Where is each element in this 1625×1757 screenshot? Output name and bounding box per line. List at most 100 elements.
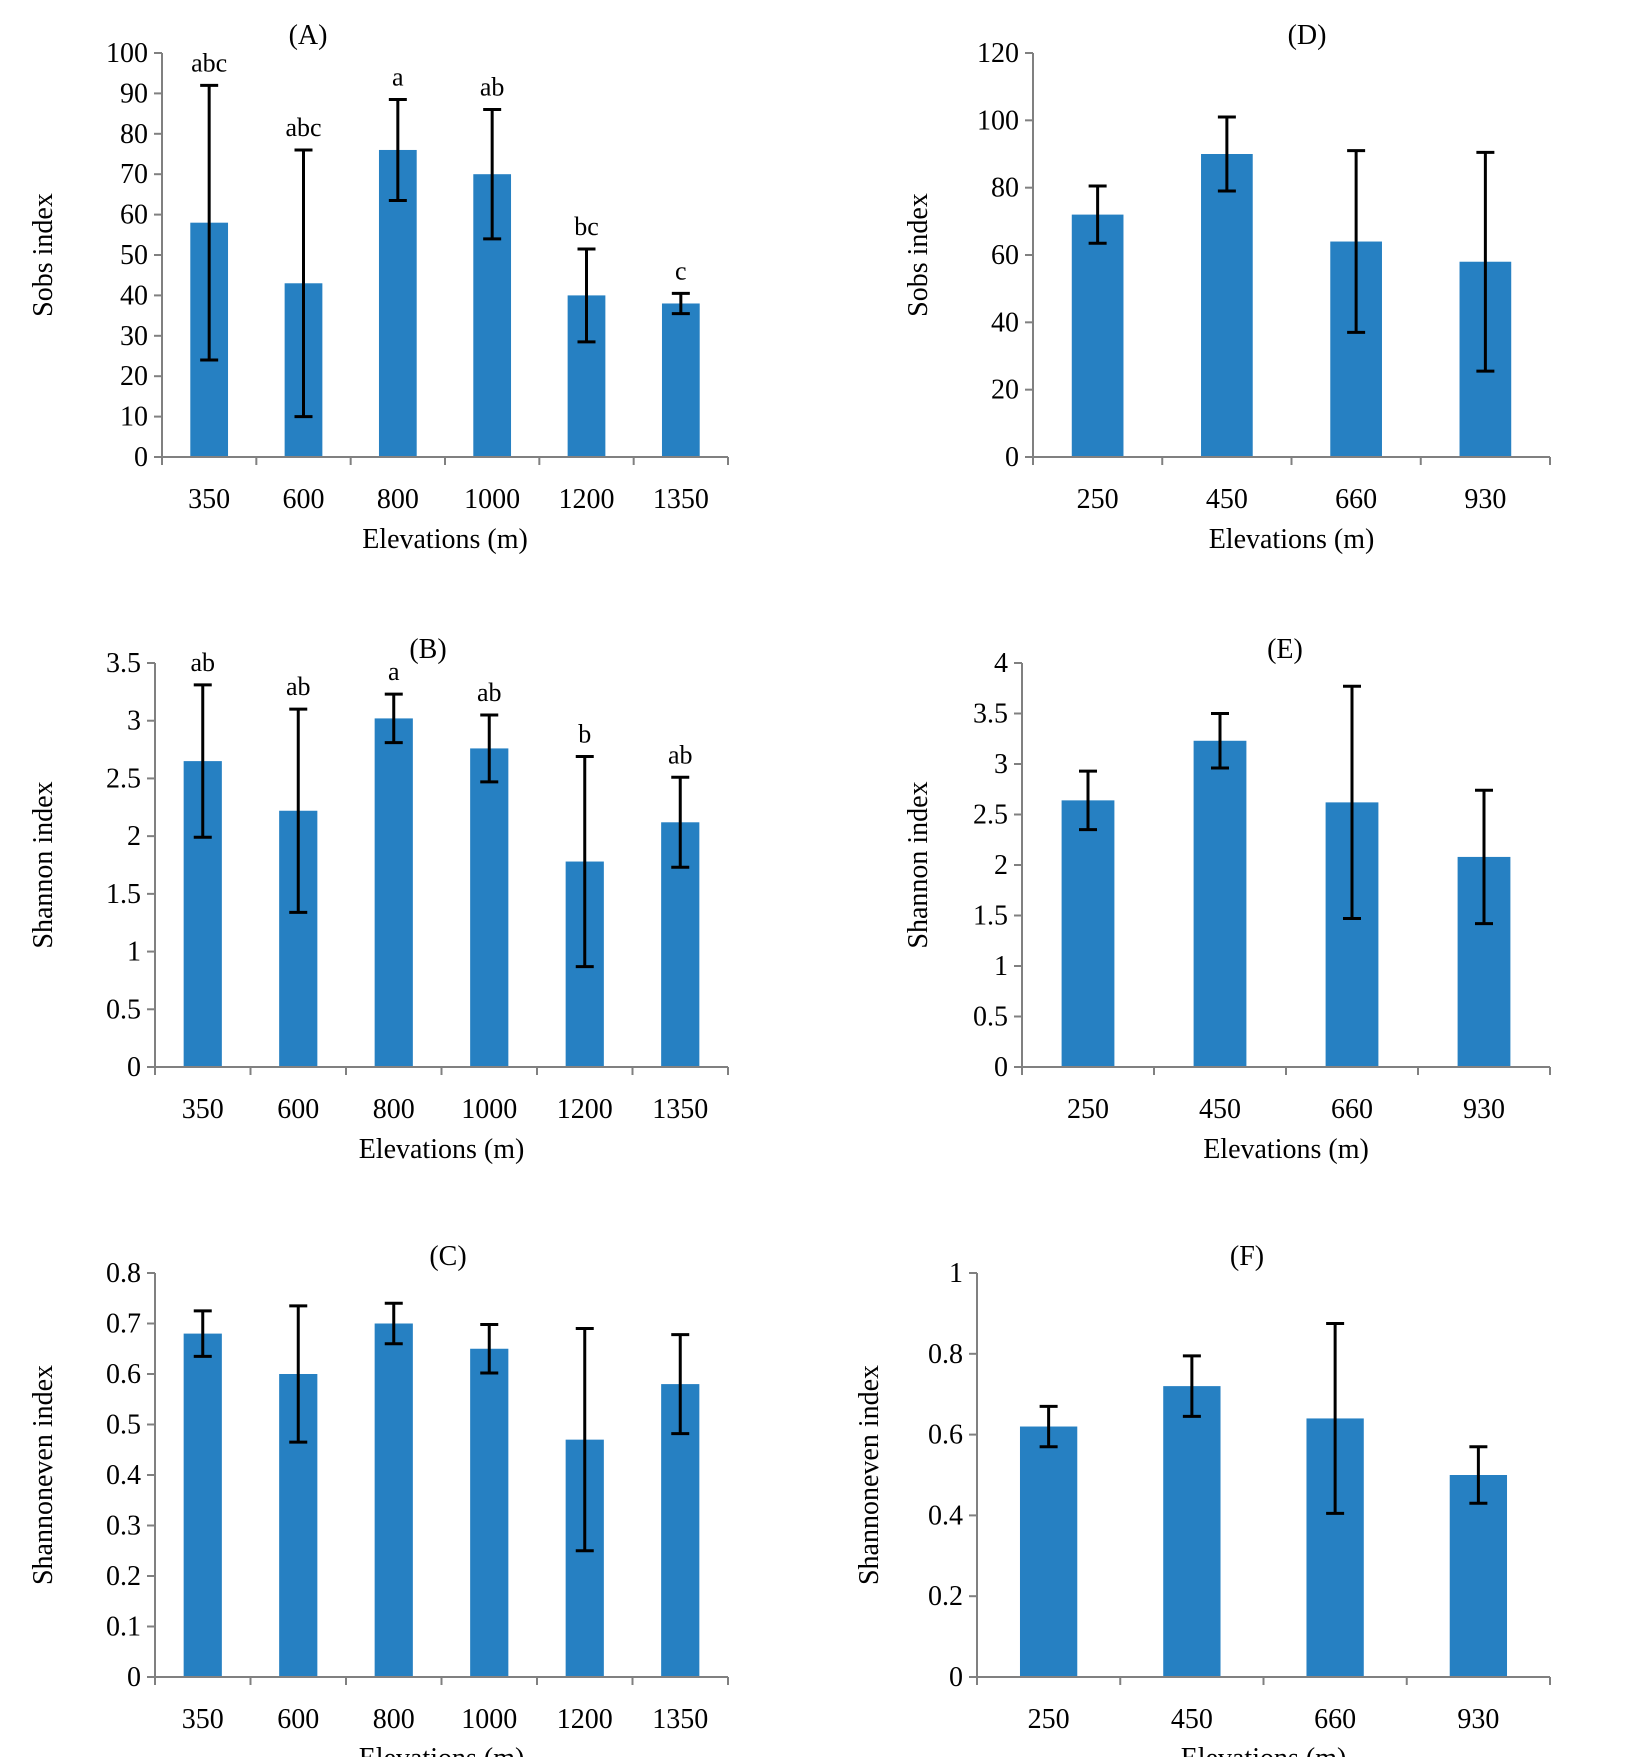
y-tick-label: 0.5 [106,1410,141,1441]
panel-label: (E) [1267,634,1303,665]
x-tick-label: 1200 [557,1704,613,1735]
x-axis-title: Elevations (m) [1209,524,1375,555]
error-bar [388,97,407,202]
error-bar [1343,684,1361,921]
y-tick-label: 0 [949,1662,963,1693]
error-bar [575,1327,594,1553]
error-bar [1475,788,1493,926]
x-tick-label: 1000 [464,484,520,515]
x-tick-label: 1200 [557,1094,613,1125]
panel-label: (B) [409,634,446,665]
x-tick-label: 250 [1028,1704,1070,1735]
y-tick-label: 0 [1005,442,1019,473]
error-bar [1326,1322,1345,1515]
x-tick-label: 1200 [559,484,615,515]
y-axis-title: Sobs index [903,193,934,317]
x-tick-label: 930 [1464,484,1506,515]
error-bar [480,1323,499,1375]
y-tick-label: 2.5 [973,800,1008,831]
x-tick-label: 350 [182,1094,224,1125]
bar [470,748,509,1067]
error-bar [1217,115,1236,193]
y-axis-title: Shannoneven index [28,1365,59,1585]
x-tick-label: 1350 [653,484,709,515]
x-tick-label: 930 [1457,1704,1499,1735]
bar [661,303,700,457]
error-bar [193,1309,212,1358]
y-tick-label: 0.2 [106,1561,141,1592]
y-tick-label: 0.5 [973,1002,1008,1033]
y-tick-label: 20 [120,361,148,392]
y-tick-label: 60 [120,200,148,231]
y-tick-label: 40 [991,307,1019,338]
x-tick-label: 660 [1331,1094,1373,1125]
chart-panel: 0 0.1 0.2 0.3 0.4 0.5 0.6 0.7 0.8 350 600 800 1000 12… [28,1241,729,1757]
x-tick-label: 800 [373,1704,415,1735]
y-tick-label: 0.6 [106,1359,141,1390]
panel-label: (F) [1230,1241,1264,1272]
x-tick-label: 1000 [461,1094,517,1125]
y-tick-label: 3 [994,749,1008,780]
x-axis-title: Elevations (m) [359,1134,525,1165]
y-axis-title: Shannon index [903,781,934,948]
bar [374,1323,413,1677]
y-tick-label: 0 [134,442,148,473]
bar [1449,1475,1508,1677]
y-tick-label: 1.5 [106,879,141,910]
significance-letter: ab [480,73,505,102]
bar [1071,214,1124,457]
error-bar [671,291,690,316]
y-tick-label: 10 [120,402,148,433]
significance-letter: bc [574,212,599,241]
error-bar [193,683,212,839]
y-tick-label: 70 [120,159,148,190]
x-tick-label: 250 [1067,1094,1109,1125]
x-tick-label: 800 [377,484,419,515]
error-bar [1469,1445,1488,1505]
error-bar [577,247,596,344]
error-bar [1079,769,1097,832]
x-axis-title: Elevations (m) [1181,1743,1347,1757]
bar [470,1348,509,1677]
x-tick-label: 600 [277,1704,319,1735]
significance-letter: abc [285,113,321,142]
error-bar [483,108,502,241]
significance-letter: ab [477,678,502,707]
error-bar [1182,1354,1201,1418]
y-tick-label: 0.5 [106,994,141,1025]
error-bar [200,83,219,362]
x-tick-label: 450 [1171,1704,1213,1735]
bar [183,1333,222,1677]
error-bar [575,754,594,969]
y-tick-label: 0.6 [928,1420,963,1451]
y-tick-label: 80 [120,119,148,150]
error-bar [294,148,313,419]
significance-letter: a [392,62,404,91]
y-tick-label: 40 [120,280,148,311]
bar [1201,154,1253,457]
x-tick-label: 660 [1335,484,1377,515]
y-tick-label: 80 [991,173,1019,204]
x-tick-label: 930 [1463,1094,1505,1125]
significance-letter: ab [190,648,215,677]
y-tick-label: 0 [127,1052,141,1083]
panel-label: (C) [429,1241,466,1272]
error-bar [384,692,403,745]
y-tick-label: 2 [127,821,141,852]
x-tick-label: 350 [182,1704,224,1735]
x-axis-title: Elevations (m) [1203,1134,1369,1165]
error-bar [384,1301,403,1346]
y-tick-label: 60 [991,240,1019,271]
error-bar [289,1304,308,1444]
y-tick-label: 2 [994,850,1008,881]
x-tick-label: 350 [188,484,230,515]
significance-letter: ab [286,672,311,701]
x-axis-title: Elevations (m) [362,524,528,555]
y-tick-label: 90 [120,78,148,109]
x-tick-label: 1350 [652,1704,708,1735]
y-tick-label: 1.5 [973,901,1008,932]
x-axis-title: Elevations (m) [359,1743,525,1757]
chart-panel: 0 0.5 1 1.5 2 2.5 3 3.5 4 250 450 660 930 (E) Shannon … [903,634,1551,1165]
y-tick-label: 0 [127,1662,141,1693]
